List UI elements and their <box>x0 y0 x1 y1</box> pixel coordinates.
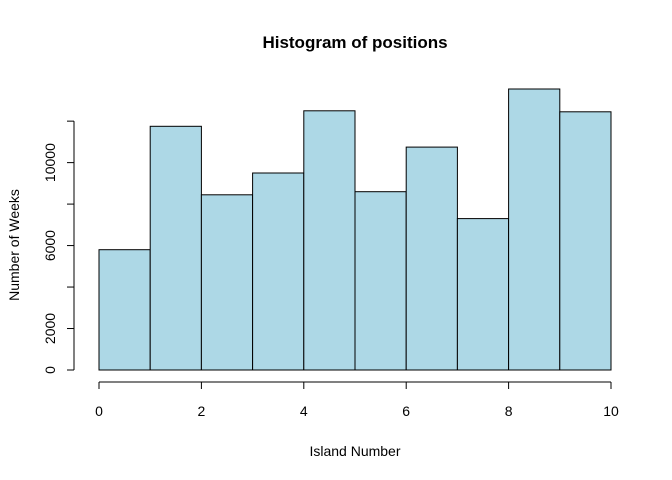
x-axis-label: Island Number <box>309 443 400 459</box>
histogram-bar-9 <box>559 111 612 371</box>
x-tick-label: 4 <box>300 403 308 419</box>
histogram-bar-2 <box>200 194 254 371</box>
x-axis: 0 2 4 6 8 10 <box>95 381 619 419</box>
histogram-bar-4 <box>303 110 356 371</box>
histogram-bar-6 <box>405 146 458 371</box>
histogram-bar-3 <box>252 172 305 371</box>
bars-group <box>98 88 612 371</box>
y-tick-label: 2000 <box>42 313 58 344</box>
y-axis: 0 2000 6000 10000 <box>42 120 75 374</box>
y-tick-label: 10000 <box>42 143 58 182</box>
histogram-bar-1 <box>149 125 202 371</box>
y-axis-label: Number of Weeks <box>6 189 22 301</box>
histogram-bar-5 <box>354 191 407 371</box>
x-tick-label: 2 <box>198 403 206 419</box>
y-tick-label: 6000 <box>42 230 58 261</box>
x-tick-label: 10 <box>603 403 619 419</box>
x-tick-label: 0 <box>95 403 103 419</box>
x-tick-label: 6 <box>402 403 410 419</box>
histogram-bar-7 <box>456 218 510 371</box>
x-tick-label: 8 <box>505 403 513 419</box>
y-tick-label: 0 <box>42 366 58 374</box>
histogram-bar-0 <box>98 249 151 371</box>
chart-title: Histogram of positions <box>262 33 447 52</box>
histogram-bar-8 <box>508 88 561 371</box>
